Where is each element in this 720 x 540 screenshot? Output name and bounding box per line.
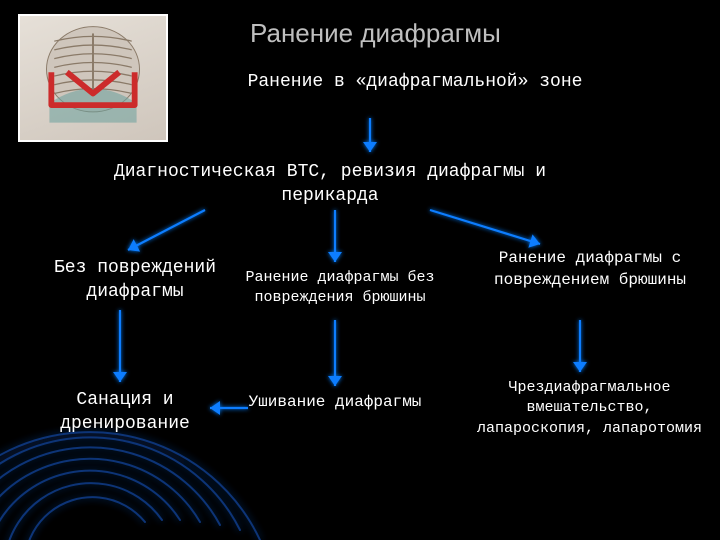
slide-title: Ранение диафрагмы xyxy=(250,18,501,49)
anatomy-thumbnail xyxy=(18,14,168,142)
node-damage-no-peritoneum: Ранение диафрагмы без повреждения брюшин… xyxy=(225,268,455,309)
node-diagnostic-vts: Диагностическая ВТС, ревизия диафрагмы и… xyxy=(70,160,590,209)
node-sanation: Санация и дренирование xyxy=(30,388,220,437)
node-damage-peritoneum: Ранение диафрагмы с повреждением брюшины xyxy=(475,248,705,291)
node-zone: Ранение в «диафрагмальной» зоне xyxy=(220,70,610,94)
node-suture: Ушивание диафрагмы xyxy=(245,392,425,414)
node-transdiaphragmatic: Чрездиафрагмальное вмешательство, лапаро… xyxy=(472,378,707,439)
node-no-damage: Без повреждений диафрагмы xyxy=(30,256,240,305)
